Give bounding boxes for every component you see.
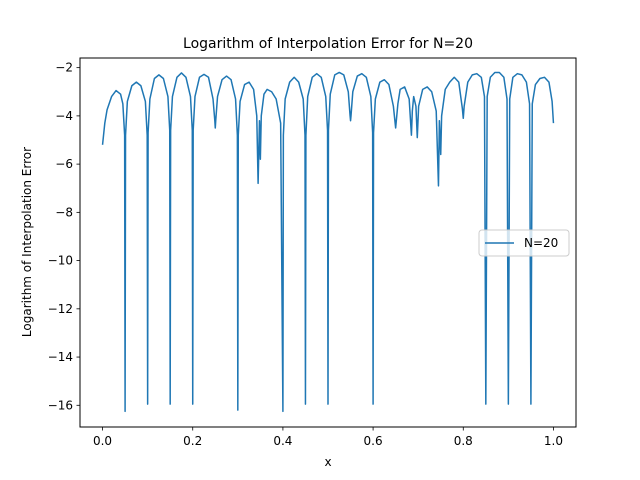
x-tick-label: 1.0 bbox=[544, 434, 563, 448]
y-tick-label: −12 bbox=[48, 302, 73, 316]
axes-border bbox=[79, 57, 577, 428]
y-axis-ticks: −16 −14 −12 −10 −8 −6 −4 −2 bbox=[48, 61, 80, 412]
series-line bbox=[101, 71, 555, 413]
series-layer bbox=[101, 71, 555, 413]
y-axis-label: Logarithm of Interpolation Error bbox=[20, 147, 34, 337]
x-tick-label: 0.6 bbox=[364, 434, 383, 448]
y-tick-label: −10 bbox=[48, 254, 73, 268]
y-tick-label: −14 bbox=[48, 350, 73, 364]
y-tick-label: −6 bbox=[55, 157, 73, 171]
x-tick-label: 0.8 bbox=[454, 434, 473, 448]
chart-title: Logarithm of Interpolation Error for N=2… bbox=[183, 36, 473, 52]
x-axis-ticks: 0.0 0.2 0.4 0.6 0.8 1.0 bbox=[93, 427, 563, 448]
legend-box bbox=[478, 229, 570, 257]
x-tick-label: 0.2 bbox=[183, 434, 202, 448]
legend: N=20 bbox=[478, 229, 570, 257]
y-tick-label: −16 bbox=[48, 398, 73, 412]
x-tick-label: 0.0 bbox=[93, 434, 112, 448]
x-tick-label: 0.4 bbox=[273, 434, 292, 448]
x-axis-label: x bbox=[324, 455, 331, 469]
y-tick-label: −2 bbox=[55, 61, 73, 75]
y-tick-label: −4 bbox=[55, 109, 73, 123]
y-tick-label: −8 bbox=[55, 205, 73, 219]
legend-label: N=20 bbox=[524, 236, 558, 250]
